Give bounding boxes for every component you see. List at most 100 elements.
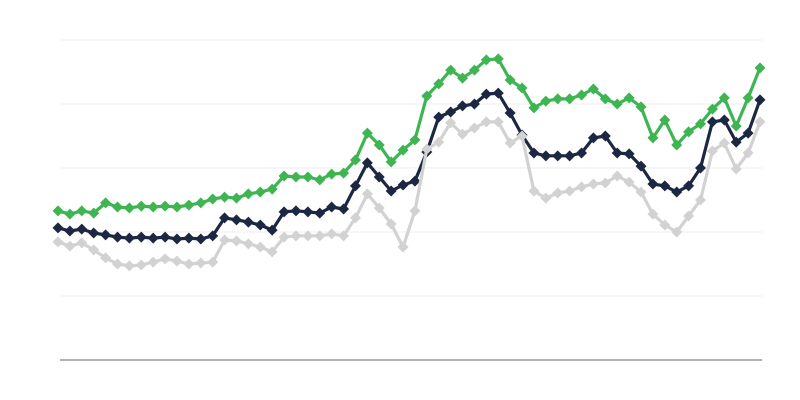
data-point-green bbox=[302, 171, 314, 183]
data-point-gray bbox=[195, 257, 207, 269]
data-point-gray bbox=[266, 246, 278, 258]
data-point-green bbox=[576, 89, 588, 101]
data-point-gray bbox=[599, 177, 611, 189]
data-point-green bbox=[647, 132, 659, 144]
data-point-navy bbox=[409, 175, 421, 187]
data-point-green bbox=[623, 92, 635, 104]
data-point-green bbox=[373, 139, 385, 151]
data-point-gray bbox=[76, 237, 88, 249]
data-point-gray bbox=[409, 205, 421, 217]
data-point-green bbox=[552, 93, 564, 105]
data-point-navy bbox=[587, 132, 599, 144]
data-point-navy bbox=[183, 232, 195, 244]
data-point-gray bbox=[754, 116, 766, 128]
data-point-gray bbox=[587, 178, 599, 190]
data-point-gray bbox=[88, 244, 100, 256]
data-point-navy bbox=[159, 231, 171, 243]
data-point-gray bbox=[742, 147, 754, 159]
data-point-gray bbox=[219, 234, 231, 246]
data-point-gray bbox=[480, 116, 492, 128]
data-point-gray bbox=[123, 260, 135, 272]
data-point-navy bbox=[326, 201, 338, 213]
data-point-navy bbox=[433, 111, 445, 123]
data-point-gray bbox=[492, 116, 504, 128]
data-point-navy bbox=[207, 230, 219, 242]
data-point-navy bbox=[123, 232, 135, 244]
data-point-gray bbox=[611, 170, 623, 182]
data-point-navy bbox=[754, 94, 766, 106]
data-point-navy bbox=[171, 233, 183, 245]
data-point-navy bbox=[219, 212, 231, 224]
data-point-green bbox=[683, 126, 695, 138]
data-point-navy bbox=[88, 227, 100, 239]
data-point-green bbox=[587, 83, 599, 95]
data-point-navy bbox=[135, 231, 147, 243]
data-point-gray bbox=[147, 256, 159, 268]
data-point-green bbox=[123, 202, 135, 214]
data-point-gray bbox=[445, 117, 457, 129]
data-point-navy bbox=[647, 178, 659, 190]
data-point-gray bbox=[361, 188, 373, 200]
data-point-gray bbox=[730, 163, 742, 175]
data-point-navy bbox=[266, 224, 278, 236]
data-point-green bbox=[695, 118, 707, 130]
data-point-gray bbox=[659, 219, 671, 231]
data-point-green bbox=[266, 183, 278, 195]
data-point-gray bbox=[504, 137, 516, 149]
data-point-green bbox=[111, 201, 123, 213]
data-point-navy bbox=[564, 150, 576, 162]
data-point-gray bbox=[528, 185, 540, 197]
data-point-green bbox=[433, 78, 445, 90]
data-point-green bbox=[219, 191, 231, 203]
series-green bbox=[52, 53, 766, 220]
data-point-navy bbox=[504, 107, 516, 119]
data-point-gray bbox=[683, 210, 695, 222]
data-point-navy bbox=[76, 223, 88, 235]
data-point-gray bbox=[183, 258, 195, 270]
data-point-navy bbox=[361, 157, 373, 169]
data-point-green bbox=[754, 62, 766, 74]
data-point-gray bbox=[64, 240, 76, 252]
data-point-green bbox=[492, 53, 504, 65]
data-point-navy bbox=[480, 88, 492, 100]
data-point-navy bbox=[671, 186, 683, 198]
data-point-gray bbox=[290, 230, 302, 242]
data-point-gray bbox=[171, 255, 183, 267]
data-point-navy bbox=[683, 180, 695, 192]
data-point-navy bbox=[659, 180, 671, 192]
data-point-navy bbox=[290, 205, 302, 217]
data-point-gray bbox=[135, 259, 147, 271]
data-point-green bbox=[290, 171, 302, 183]
data-point-gray bbox=[373, 202, 385, 214]
data-point-green bbox=[278, 170, 290, 182]
data-point-green bbox=[516, 82, 528, 94]
data-point-navy bbox=[111, 231, 123, 243]
data-point-navy bbox=[445, 106, 457, 118]
data-point-gray bbox=[338, 230, 350, 242]
data-point-gray bbox=[647, 208, 659, 220]
data-point-green bbox=[730, 120, 742, 132]
data-point-navy bbox=[635, 160, 647, 172]
data-point-navy bbox=[528, 147, 540, 159]
data-point-navy bbox=[338, 203, 350, 215]
data-point-green bbox=[64, 208, 76, 220]
data-point-navy bbox=[64, 225, 76, 237]
data-point-green bbox=[242, 188, 254, 200]
data-point-green bbox=[88, 207, 100, 219]
data-point-navy bbox=[230, 214, 242, 226]
data-point-gray bbox=[254, 241, 266, 253]
data-point-navy bbox=[457, 100, 469, 112]
data-point-navy bbox=[706, 116, 718, 128]
data-point-navy bbox=[52, 222, 64, 234]
data-point-green bbox=[706, 103, 718, 115]
data-point-green bbox=[611, 98, 623, 110]
data-point-green bbox=[564, 93, 576, 105]
data-point-navy bbox=[373, 171, 385, 183]
data-point-green bbox=[528, 102, 540, 114]
data-point-navy bbox=[540, 150, 552, 162]
data-point-navy bbox=[147, 232, 159, 244]
data-point-green bbox=[314, 174, 326, 186]
data-point-gray bbox=[326, 228, 338, 240]
data-point-green bbox=[385, 156, 397, 168]
